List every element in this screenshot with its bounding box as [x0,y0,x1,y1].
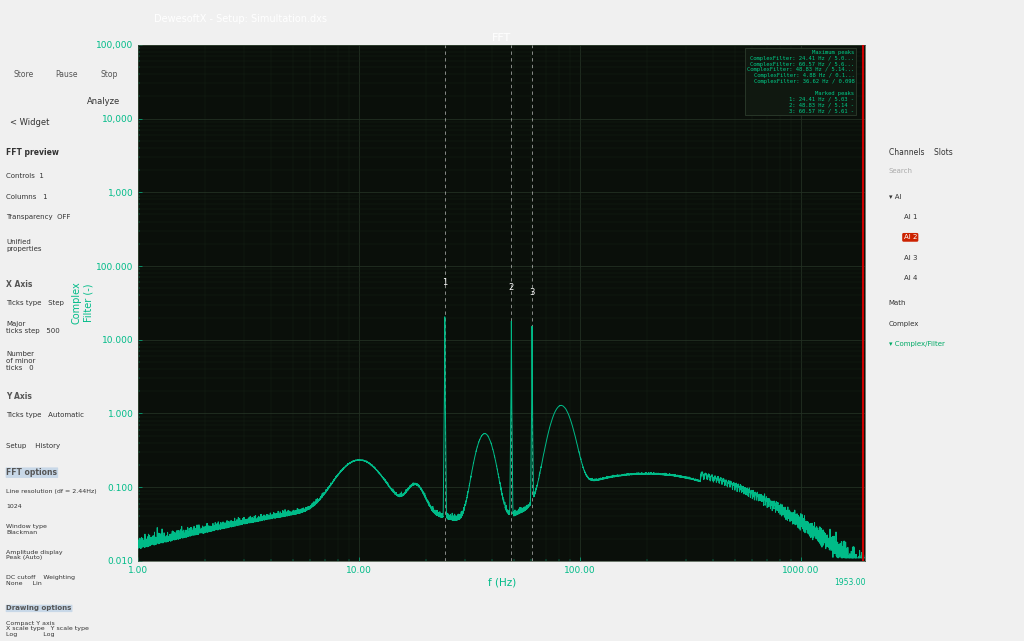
Text: FFT: FFT [361,71,374,79]
X-axis label: f (Hz): f (Hz) [487,578,516,588]
Text: Pause: Pause [55,71,78,79]
Text: ▾ Complex/Filter: ▾ Complex/Filter [889,341,944,347]
Text: Setup files: Setup files [164,97,208,106]
Text: Measure: Measure [317,97,353,106]
Text: 1: 1 [442,278,447,287]
Title: FFT: FFT [493,33,511,43]
Text: Channels    Slots: Channels Slots [889,148,952,157]
Text: Ticks type   Step: Ticks type Step [6,301,65,306]
Text: < Widget: < Widget [10,118,49,127]
Text: Compact Y axis
X scale type   Y scale type
Log             Log: Compact Y axis X scale type Y scale type… [6,620,89,637]
Text: 3: 3 [529,288,535,297]
Text: Window type
Blackman: Window type Blackman [6,524,47,535]
Text: FFT options: FFT options [6,468,57,477]
Text: Design: Design [182,71,209,79]
Text: Search: Search [889,169,912,174]
Text: Ticks type   Automatic: Ticks type Automatic [6,412,84,419]
Text: Complex: Complex [889,320,919,327]
Text: Widgets: Widgets [223,71,254,79]
Text: Math: Math [889,301,906,306]
Text: Y Axis: Y Axis [6,392,33,401]
Text: Amplifier: Amplifier [394,97,432,106]
Text: FFT2: FFT2 [401,71,420,79]
Text: Recorder: Recorder [307,71,342,79]
Text: Setup    History: Setup History [6,443,60,449]
Text: Major
ticks step   500: Major ticks step 500 [6,320,60,334]
Text: 2: 2 [509,283,514,292]
Text: Drawing options: Drawing options [6,605,72,612]
Text: AI 4: AI 4 [903,275,916,281]
Text: Line resolution (df = 2.44Hz): Line resolution (df = 2.44Hz) [6,488,97,494]
Y-axis label: Complex
Filter (-): Complex Filter (-) [72,281,93,324]
Text: Amplitude display
Peak (Auto): Amplitude display Peak (Auto) [6,549,63,560]
Text: Store: Store [13,71,34,79]
Text: Maximum peaks
ComplexFilter: 24.41 Hz / 5.0...
ComplexFilter: 60.57 Hz / 5.6...
: Maximum peaks ComplexFilter: 24.41 Hz / … [748,50,854,113]
Text: ▾ AI: ▾ AI [889,194,901,200]
Text: 1953.00: 1953.00 [834,578,865,587]
Text: AI 3: AI 3 [903,254,918,261]
Text: Number
of minor
ticks   0: Number of minor ticks 0 [6,351,36,371]
Text: AI 2: AI 2 [903,235,916,240]
Text: Controls  1: Controls 1 [6,173,44,179]
Text: 1024: 1024 [6,504,23,509]
Text: FFT preview: FFT preview [6,148,59,157]
Text: Ch. setup: Ch. setup [241,97,281,106]
Text: DewesoftX - Setup: Simultation.dxs: DewesoftX - Setup: Simultation.dxs [154,13,327,24]
Text: X Axis: X Axis [6,280,33,289]
Text: Freeze: Freeze [140,71,165,79]
Text: Transparency  OFF: Transparency OFF [6,214,71,220]
Text: Unified
properties: Unified properties [6,240,42,253]
Text: AI 1: AI 1 [903,214,918,220]
Text: Stop: Stop [101,71,118,79]
Text: Displays: Displays [265,71,298,79]
Text: Analyze: Analyze [87,97,120,106]
Text: DC cutoff    Weighting
None     Lin: DC cutoff Weighting None Lin [6,575,76,586]
Text: Columns   1: Columns 1 [6,194,48,200]
